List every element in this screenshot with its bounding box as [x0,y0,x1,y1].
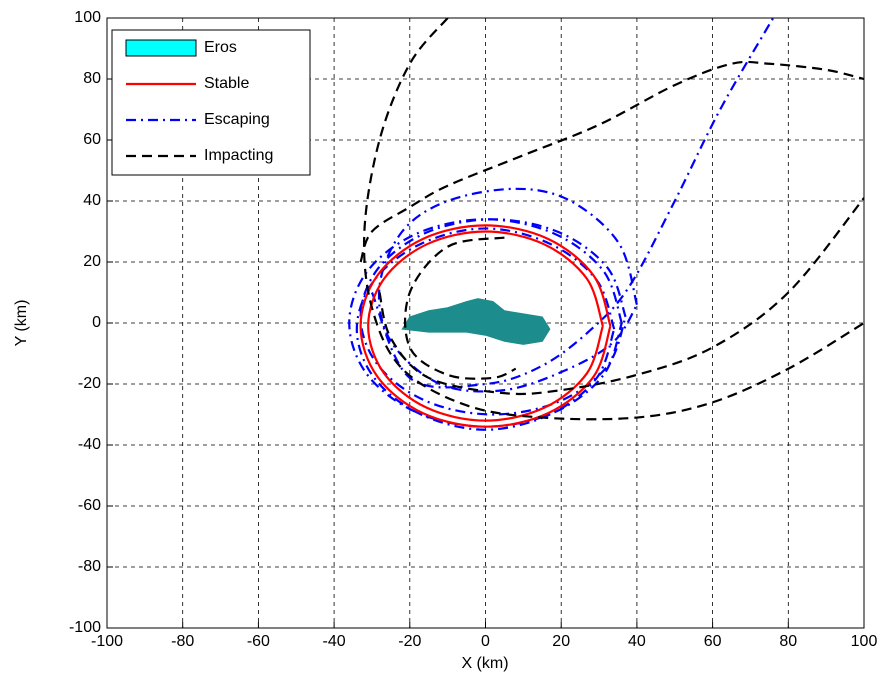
x-tick-label: -80 [171,633,194,650]
y-tick-label: -60 [78,497,101,514]
x-tick-label: 0 [481,633,490,650]
area [401,298,551,345]
legend-label: Impacting [204,147,273,164]
y-tick-label: -80 [78,558,101,575]
x-tick-label: 80 [779,633,797,650]
y-tick-label: -100 [69,619,101,636]
y-tick-label: -20 [78,375,101,392]
axes-box [106,17,865,629]
legend-label: Stable [204,75,249,92]
line [359,224,612,428]
y-tick-label: 80 [83,70,101,87]
x-tick-label: -20 [398,633,421,650]
x-tick-label: 100 [851,633,878,650]
y-tick-label: -40 [78,436,101,453]
x-tick-label: -100 [91,633,123,650]
line [367,230,604,422]
line [370,18,775,389]
line [403,236,517,380]
y-tick-label: 60 [83,131,101,148]
line [348,218,623,428]
legend-label: Eros [204,39,237,56]
plot-area [348,18,864,431]
x-tick-label: -40 [323,633,346,650]
line [362,18,864,421]
y-axis-label: Y (km) [13,300,30,347]
line [359,60,864,263]
x-axis-label: X (km) [461,655,508,672]
x-tick-label: 60 [704,633,722,650]
y-tick-label: 20 [83,253,101,270]
y-tick-label: 100 [74,9,101,26]
y-tick-label: 40 [83,192,101,209]
y-tick-label: 0 [92,314,101,331]
x-tick-label: 40 [628,633,646,650]
x-tick-label: -60 [247,633,270,650]
legend-label: Escaping [204,111,270,128]
legend-swatch [125,39,197,57]
line [359,218,627,416]
x-tick-label: 20 [552,633,570,650]
line [378,197,864,396]
line [355,227,616,431]
